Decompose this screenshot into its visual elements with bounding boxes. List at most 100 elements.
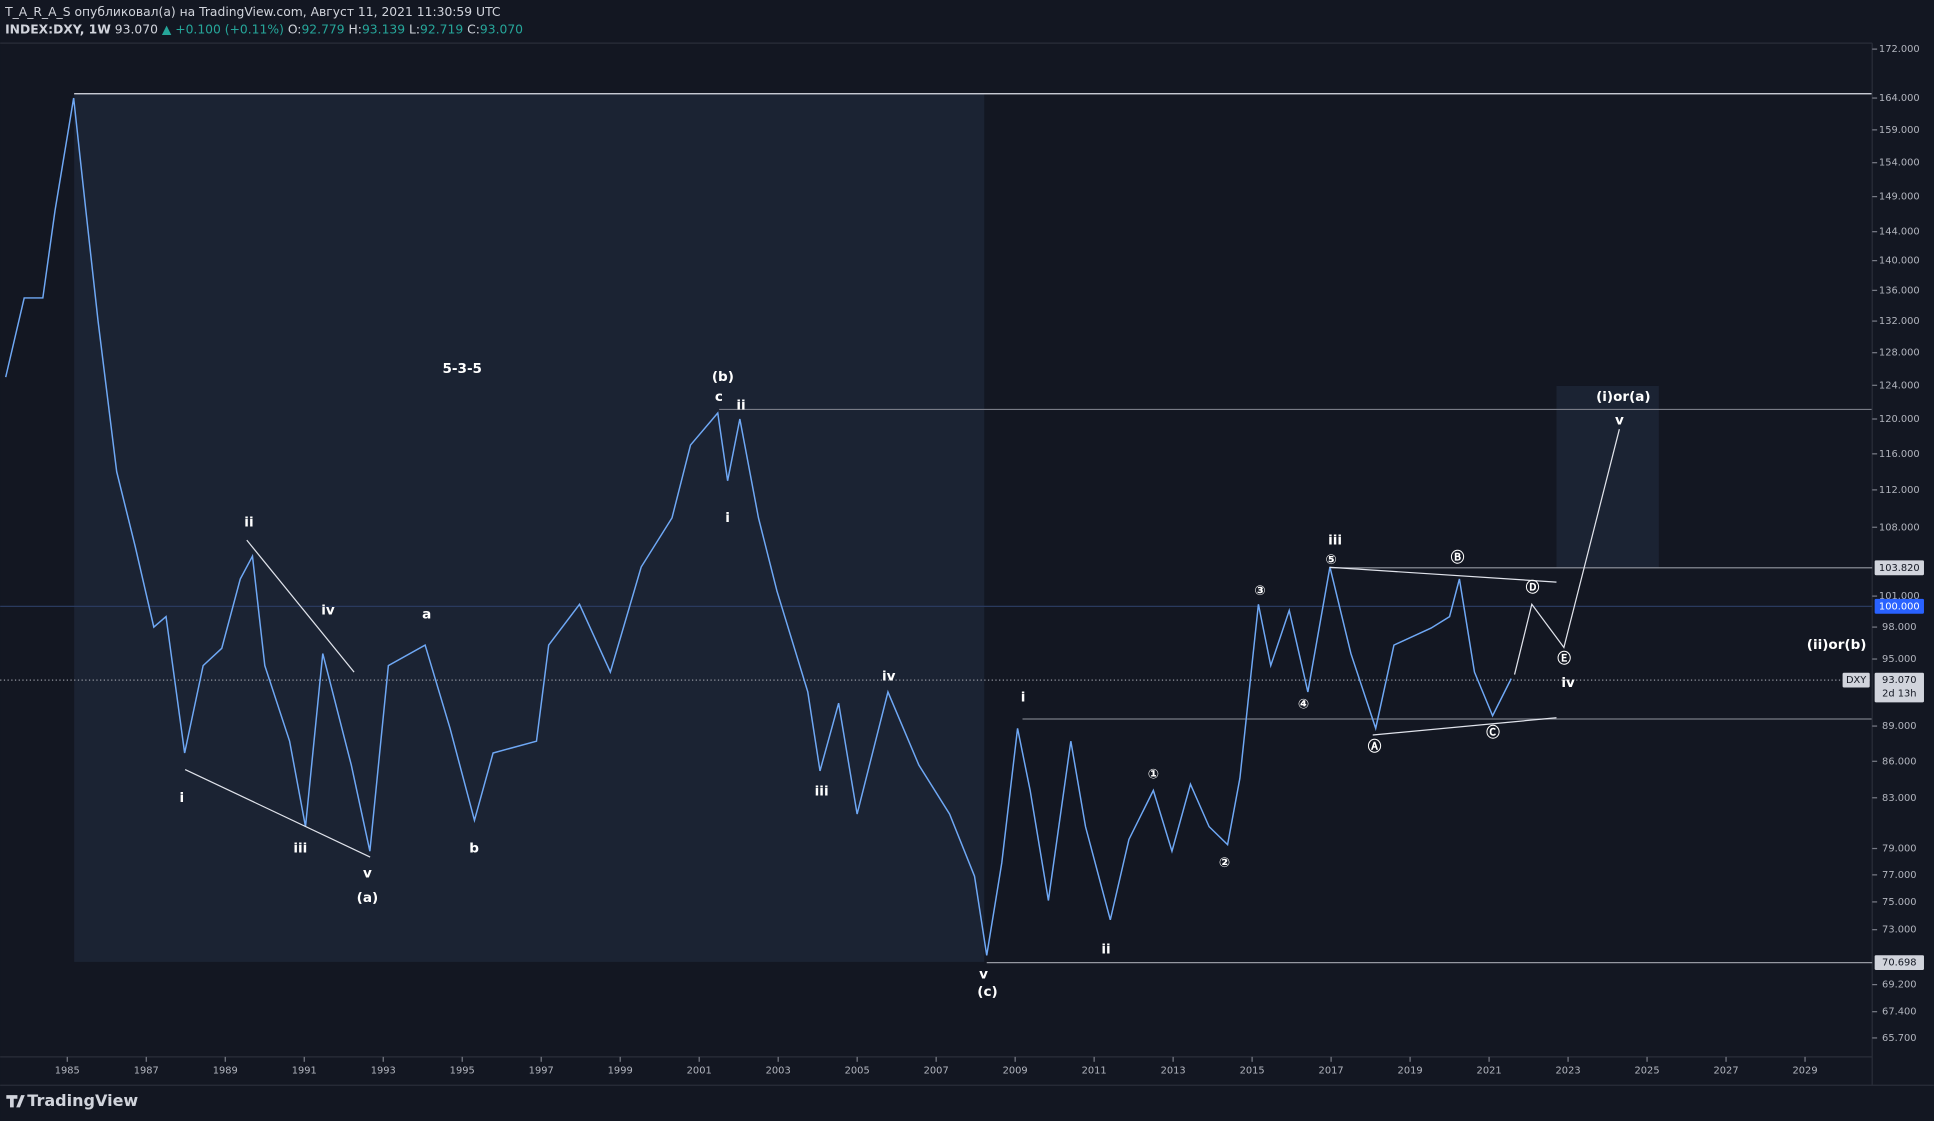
price-line (4, 97, 1512, 956)
logo[interactable]: TradingView (27, 1091, 138, 1110)
last-price-label: 93.070 (1882, 675, 1917, 686)
x-tick-label: 2009 (1003, 1065, 1028, 1076)
logo-icon[interactable] (6, 1095, 25, 1108)
symbol-box (1842, 672, 1870, 688)
x-tick-label: 1985 (55, 1065, 80, 1076)
x-tick-label: 2027 (1714, 1065, 1739, 1076)
price-level-box (1874, 560, 1924, 576)
wave-label: (ii)or(b) (1807, 637, 1867, 653)
y-tick-label: 86.000 (1882, 756, 1917, 767)
wave-label: Ⓓ (1526, 579, 1540, 596)
wave-label: v (1615, 413, 1624, 429)
y-tick-label: 164.000 (1879, 93, 1920, 104)
y-tick-label: 112.000 (1879, 485, 1920, 496)
ohlc-label: O: (288, 22, 302, 36)
x-tick-label: 2023 (1556, 1065, 1581, 1076)
y-tick-label: 83.000 (1882, 793, 1917, 804)
last-value: 93.070 (115, 22, 158, 36)
trend-line (246, 539, 355, 673)
x-tick-label: 2015 (1240, 1065, 1265, 1076)
x-tick-label: 1999 (608, 1065, 633, 1076)
y-tick-label: 75.000 (1882, 897, 1917, 908)
wave-label: Ⓒ (1486, 724, 1500, 741)
wave-label: ii (1101, 942, 1110, 958)
trend-line (184, 768, 371, 858)
x-tick-label: 2013 (1161, 1065, 1186, 1076)
y-tick-label: 140.000 (1879, 256, 1920, 267)
wave-label: ⑤ (1325, 552, 1336, 568)
y-tick-label: 108.000 (1879, 522, 1920, 533)
y-tick-label: 172.000 (1879, 44, 1920, 55)
wave-label: ② (1219, 855, 1230, 871)
x-tick-label: 1991 (292, 1065, 317, 1076)
y-tick-label: 89.000 (1882, 721, 1917, 732)
y-tick-label: 136.000 (1879, 285, 1920, 296)
wave-label: i (1021, 690, 1026, 706)
symbol-label: DXY (1846, 675, 1867, 686)
wave-label: iv (1561, 675, 1575, 691)
wave-label: Ⓐ (1368, 738, 1382, 755)
price-level-label: 70.698 (1882, 958, 1917, 969)
wave-label: ii (244, 515, 253, 531)
x-tick-label: 1989 (213, 1065, 238, 1076)
y-tick-label: 124.000 (1879, 380, 1920, 391)
ohlc-value: 93.070 (480, 22, 523, 36)
price-level-label: 100.000 (1879, 601, 1920, 612)
y-tick-label: 67.400 (1882, 1007, 1917, 1018)
y-tick-label: 116.000 (1879, 449, 1920, 460)
wave-label: iv (321, 602, 335, 618)
wave-label: (c) (977, 984, 997, 1000)
wave-label: ii (736, 397, 745, 413)
y-tick-label: 144.000 (1879, 227, 1920, 238)
wave-label: v (363, 866, 372, 882)
ohlc-value: 93.139 (362, 22, 405, 36)
y-tick-label: 159.000 (1879, 125, 1920, 136)
x-tick-label: 1997 (529, 1065, 554, 1076)
ohlc-value: 92.779 (301, 22, 344, 36)
wave-label: (b) (712, 369, 734, 385)
y-tick-label: 154.000 (1879, 158, 1920, 169)
y-tick-label: 79.000 (1882, 844, 1917, 855)
wave-label: 5-3-5 (442, 361, 482, 377)
x-tick-label: 2021 (1477, 1065, 1502, 1076)
symbol-line: INDEX:DXY, 1W 93.070 ▲ +0.100 (+0.11%) O… (5, 22, 523, 36)
x-tick-label: 2001 (687, 1065, 712, 1076)
plot-area (0, 97, 1873, 964)
x-tick-label: 2025 (1635, 1065, 1660, 1076)
wave-label: i (725, 510, 730, 526)
wave-label: Ⓔ (1557, 650, 1571, 667)
wave-label: i (179, 790, 184, 806)
x-tick-label: 1995 (450, 1065, 475, 1076)
price-level-box (1874, 598, 1924, 614)
change: ▲ +0.100 (+0.11%) (162, 22, 284, 36)
wave-label: v (979, 966, 988, 982)
wave-label: ④ (1298, 696, 1309, 712)
ohlc-label: L: (409, 22, 420, 36)
x-tick-label: 2019 (1398, 1065, 1423, 1076)
y-tick-label: 98.000 (1882, 622, 1917, 633)
publisher-line: T_A_R_A_S опубликовал(а) на TradingView.… (4, 5, 500, 19)
wave-label: ③ (1254, 583, 1265, 599)
y-tick-label: 65.700 (1882, 1033, 1917, 1044)
y-tick-label: 101.000 (1879, 591, 1920, 602)
range-box (74, 93, 985, 962)
y-tick-label: 69.200 (1882, 980, 1917, 991)
wave-label: (a) (357, 890, 379, 906)
wave-label: a (422, 607, 431, 623)
projection-path (1513, 429, 1620, 675)
last-price-box (1874, 672, 1924, 703)
wave-label: c (715, 389, 723, 405)
symbol: INDEX:DXY, 1W (5, 22, 111, 36)
y-tick-label: 95.000 (1882, 654, 1917, 665)
x-tick-label: 2011 (1082, 1065, 1107, 1076)
x-tick-label: 1987 (134, 1065, 159, 1076)
wave-label: (i)or(a) (1596, 389, 1651, 405)
x-tick-label: 2005 (845, 1065, 870, 1076)
wave-label: iii (815, 784, 829, 800)
x-tick-label: 1993 (371, 1065, 396, 1076)
y-tick-label: 77.000 (1882, 870, 1917, 881)
wave-drawings (184, 429, 1620, 858)
wave-label: iii (293, 841, 307, 857)
